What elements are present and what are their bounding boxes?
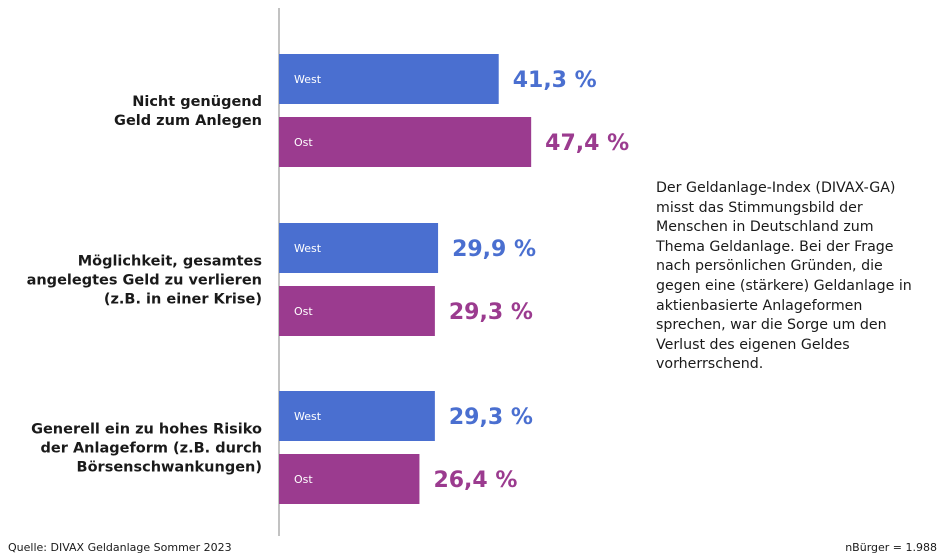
bar-ost (279, 117, 532, 167)
category-label: Nicht genügend (132, 94, 262, 110)
bar-ost (279, 454, 420, 504)
bar-value-label: 29,3 % (449, 405, 533, 430)
source-note: Quelle: DIVAX Geldanlage Sommer 2023 (8, 541, 232, 554)
bar-series-label: Ost (294, 305, 313, 318)
bar-series-label: Ost (294, 473, 313, 486)
category-label: Generell ein zu hohes Risiko (31, 422, 262, 438)
category-label: der Anlageform (z.B. durch (41, 441, 262, 457)
bar-value-label: 29,9 % (452, 237, 536, 262)
bar-west (279, 54, 499, 104)
bar-value-label: 29,3 % (449, 300, 533, 325)
bar-series-label: West (294, 410, 322, 423)
bar-west (279, 223, 439, 273)
category-label: Börsenschwankungen) (77, 460, 262, 476)
bar-series-label: Ost (294, 136, 313, 149)
bar-series-label: West (294, 242, 322, 255)
bar-value-label: 47,4 % (545, 131, 629, 156)
bar-series-label: West (294, 73, 322, 86)
sample-size-note: nBürger = 1.988 (845, 541, 937, 554)
category-label: Geld zum Anlegen (114, 113, 262, 129)
category-label: angelegtes Geld zu verlieren (27, 273, 262, 289)
bar-value-label: 41,3 % (513, 68, 597, 93)
bar-value-label: 26,4 % (433, 468, 517, 493)
bar-ost (279, 286, 435, 336)
category-label: (z.B. in einer Krise) (104, 292, 262, 308)
bar-west (279, 391, 435, 441)
description-text: Der Geldanlage-Index (DIVAX-GA) misst da… (656, 180, 912, 373)
category-label: Möglichkeit, gesamtes (78, 254, 262, 270)
